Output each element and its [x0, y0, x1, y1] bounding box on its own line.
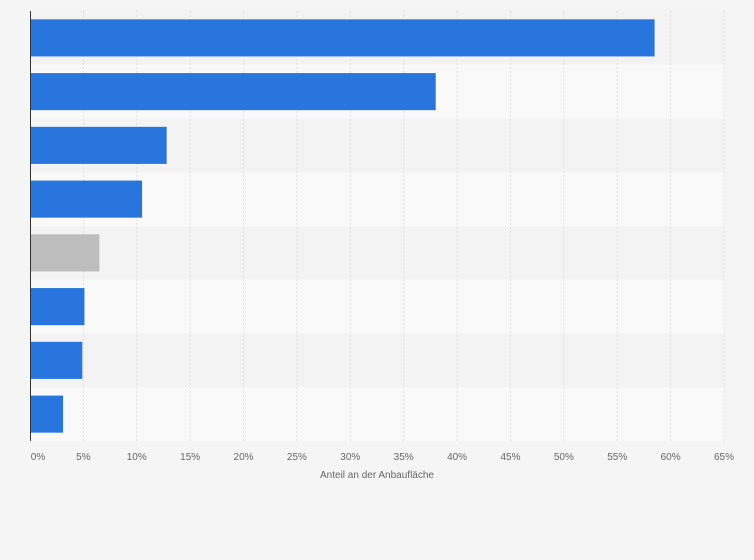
x-tick-label: 5% [76, 452, 91, 463]
bar [30, 395, 64, 433]
x-tick-label: 0% [31, 452, 46, 463]
x-axis-title: Anteil an der Anbaufläche [320, 470, 434, 481]
bar [30, 234, 100, 272]
bars [30, 19, 655, 433]
row-band [30, 387, 724, 441]
bar [30, 126, 167, 164]
x-tick-label: 40% [447, 452, 467, 463]
x-tick-label: 45% [500, 452, 520, 463]
row-band [30, 226, 724, 280]
x-tick-label: 30% [340, 452, 360, 463]
x-tick-labels: 0% 5% 10% 15% 20% 25% 30% 35% 40% 45% 50% 55% 60% 65% [31, 452, 734, 463]
row-bands [30, 11, 724, 441]
bar [30, 288, 85, 326]
row-band [30, 172, 724, 226]
x-tick-label: 50% [554, 452, 574, 463]
bar [30, 180, 143, 218]
x-tick-label: 55% [607, 452, 627, 463]
x-tick-label: 35% [394, 452, 414, 463]
bar [30, 73, 436, 111]
x-tick-label: 60% [661, 452, 681, 463]
x-tick-label: 10% [127, 452, 147, 463]
bar [30, 19, 655, 57]
x-tick-label: 25% [287, 452, 307, 463]
row-band [30, 333, 724, 388]
row-band [30, 279, 724, 334]
x-tick-label: 65% [714, 452, 734, 463]
bar [30, 341, 83, 379]
x-tick-label: 20% [234, 452, 254, 463]
x-tick-label: 15% [180, 452, 200, 463]
